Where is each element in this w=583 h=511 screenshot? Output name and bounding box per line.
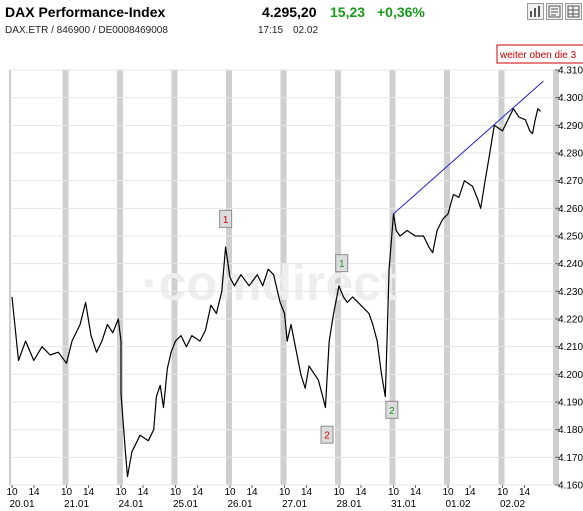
offscreen-note-box — [496, 44, 583, 64]
y-tick-label: 4.290 — [558, 121, 583, 132]
day-separator — [498, 70, 505, 485]
x-hour-label: 10 — [333, 487, 345, 498]
y-tick-label: 4.300 — [558, 93, 583, 104]
x-hour-label: 14 — [301, 487, 313, 498]
y-tick-label: 4.170 — [558, 453, 583, 464]
wave-annotation-box — [219, 209, 233, 228]
watermark: ·comdirect — [142, 255, 398, 311]
x-day-label: 01.02 — [445, 499, 470, 510]
header-title: DAX Performance-Index — [5, 4, 166, 20]
x-hour-label: 14 — [410, 487, 422, 498]
x-hour-label: 14 — [137, 487, 149, 498]
y-tick-label: 4.160 — [558, 481, 583, 492]
x-hour-label: 10 — [497, 487, 509, 498]
bar-chart-icon — [530, 6, 540, 17]
x-hour-label: 14 — [28, 487, 40, 498]
day-separator — [444, 70, 450, 485]
x-day-label: 24.01 — [118, 499, 143, 510]
y-tick-label: 4.180 — [558, 425, 583, 436]
x-hour-label: 10 — [224, 487, 236, 498]
table-button[interactable] — [565, 3, 582, 20]
y-tick-label: 4.200 — [558, 370, 583, 381]
day-separator — [280, 70, 287, 485]
news-icon — [548, 5, 561, 18]
wave-annotation-box — [335, 254, 349, 273]
header-identifiers: DAX.ETR / 846900 / DE0008469008 — [5, 25, 168, 36]
day-separator — [62, 70, 69, 485]
x-hour-label: 14 — [464, 487, 476, 498]
day-separator — [117, 70, 123, 485]
dax-price-line — [11, 108, 542, 478]
x-hour-label: 14 — [246, 487, 258, 498]
header-price: 4.295,20 — [262, 4, 317, 20]
x-day-label: 28.01 — [336, 499, 361, 510]
x-day-label: 25.01 — [173, 499, 198, 510]
wave-annotation-box — [385, 400, 399, 419]
day-separator — [553, 70, 559, 485]
x-hour-label: 14 — [519, 487, 531, 498]
y-tick-label: 4.250 — [558, 232, 583, 243]
x-day-label: 27.01 — [282, 499, 307, 510]
x-hour-label: 14 — [355, 487, 367, 498]
y-tick-label: 4.270 — [558, 176, 583, 187]
x-day-label: 02.02 — [500, 499, 525, 510]
header-time: 17:15 — [258, 25, 284, 36]
x-day-label: 31.01 — [391, 499, 416, 510]
wave-annotation-label: 2 — [389, 406, 395, 417]
wave-annotation-label: 1 — [223, 215, 229, 226]
x-hour-label: 14 — [192, 487, 204, 498]
y-tick-label: 4.280 — [558, 149, 583, 160]
x-hour-label: 10 — [279, 487, 291, 498]
y-tick-label: 4.260 — [558, 204, 583, 215]
x-hour-label: 10 — [170, 487, 182, 498]
y-tick-label: 4.190 — [558, 398, 583, 409]
header-change: 15,23 — [330, 4, 366, 20]
x-hour-label: 10 — [61, 487, 73, 498]
day-separator — [335, 70, 341, 485]
y-tick-label: 4.210 — [558, 342, 583, 353]
x-hour-label: 10 — [388, 487, 400, 498]
offscreen-note: weiter oben die 3 — [499, 50, 577, 61]
x-day-label: 21.01 — [64, 499, 89, 510]
bar-chart-button[interactable] — [527, 3, 544, 20]
wave-annotation-label: 2 — [324, 431, 330, 442]
table-icon — [567, 5, 580, 18]
y-tick-label: 4.310 — [558, 66, 583, 77]
x-day-label: 20.01 — [9, 499, 34, 510]
header-change-pct: +0,36% — [377, 4, 425, 20]
x-hour-label: 10 — [115, 487, 127, 498]
x-hour-label: 14 — [83, 487, 95, 498]
news-button[interactable] — [546, 3, 563, 20]
wave-annotation-label: 1 — [339, 259, 345, 270]
x-hour-label: 10 — [6, 487, 18, 498]
day-separator — [389, 70, 396, 485]
day-separator — [226, 70, 232, 485]
y-tick-label: 4.240 — [558, 259, 583, 270]
y-tick-label: 4.230 — [558, 287, 583, 298]
header-date: 02.02 — [293, 25, 319, 36]
y-tick-label: 4.220 — [558, 315, 583, 326]
x-day-label: 26.01 — [227, 499, 252, 510]
x-hour-label: 10 — [442, 487, 454, 498]
wave-annotation-box — [320, 425, 334, 444]
trendline — [393, 80, 544, 215]
day-separator — [171, 70, 178, 485]
